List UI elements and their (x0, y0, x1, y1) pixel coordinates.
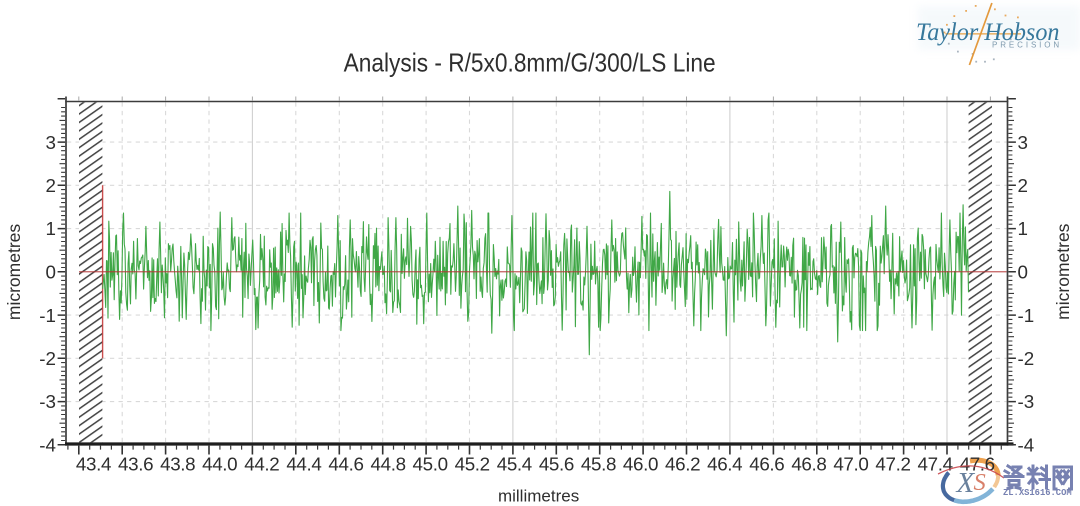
svg-text:47.2: 47.2 (875, 454, 910, 475)
svg-text:46.2: 46.2 (665, 454, 700, 475)
svg-text:-4: -4 (39, 435, 56, 456)
svg-text:0: 0 (1018, 262, 1028, 283)
svg-text:-1: -1 (39, 305, 56, 326)
svg-text:-3: -3 (39, 391, 56, 412)
svg-text:47.4: 47.4 (918, 454, 953, 475)
svg-text:3: 3 (46, 132, 56, 153)
svg-text:-2: -2 (39, 348, 56, 369)
svg-text:47.0: 47.0 (833, 454, 868, 475)
svg-text:44.4: 44.4 (286, 454, 321, 475)
svg-text:46.8: 46.8 (791, 454, 826, 475)
svg-text:millimetres: millimetres (498, 486, 579, 505)
svg-text:2: 2 (1018, 175, 1028, 196)
svg-text:45.4: 45.4 (497, 454, 532, 475)
svg-text:43.6: 43.6 (118, 454, 153, 475)
svg-text:45.6: 45.6 (539, 454, 574, 475)
svg-text:46.6: 46.6 (749, 454, 784, 475)
svg-text:0: 0 (46, 262, 56, 283)
svg-text:43.8: 43.8 (160, 454, 195, 475)
svg-text:Taylor Hobson: Taylor Hobson (916, 19, 1060, 46)
svg-text:1: 1 (1018, 218, 1028, 239)
svg-text:45.2: 45.2 (455, 454, 490, 475)
svg-text:-3: -3 (1018, 391, 1035, 412)
svg-text:-4: -4 (1018, 435, 1035, 456)
svg-text:micrometres: micrometres (4, 224, 24, 321)
svg-text:44.8: 44.8 (371, 454, 406, 475)
svg-text:45.0: 45.0 (413, 454, 448, 475)
svg-text:S: S (974, 469, 986, 496)
svg-text:46.4: 46.4 (707, 454, 742, 475)
svg-text:-2: -2 (1018, 348, 1035, 369)
svg-text:micrometres: micrometres (1053, 223, 1073, 320)
svg-text:44.6: 44.6 (328, 454, 363, 475)
svg-text:43.4: 43.4 (76, 454, 111, 475)
svg-text:1: 1 (46, 218, 56, 239)
svg-text:ZL.XS1616.COM: ZL.XS1616.COM (1003, 488, 1072, 498)
svg-text:2: 2 (46, 175, 56, 196)
svg-text:PRECISION: PRECISION (992, 41, 1062, 50)
svg-text:X: X (956, 467, 976, 499)
svg-text:45.8: 45.8 (581, 454, 616, 475)
svg-text:47.6: 47.6 (960, 454, 995, 475)
svg-text:Analysis - R/5x0.8mm/G/300/LS: Analysis - R/5x0.8mm/G/300/LS Line (344, 48, 716, 78)
svg-text:-1: -1 (1018, 305, 1035, 326)
svg-text:44.2: 44.2 (244, 454, 279, 475)
svg-text:46.0: 46.0 (623, 454, 658, 475)
svg-text:44.0: 44.0 (202, 454, 237, 475)
svg-text:3: 3 (1018, 132, 1028, 153)
